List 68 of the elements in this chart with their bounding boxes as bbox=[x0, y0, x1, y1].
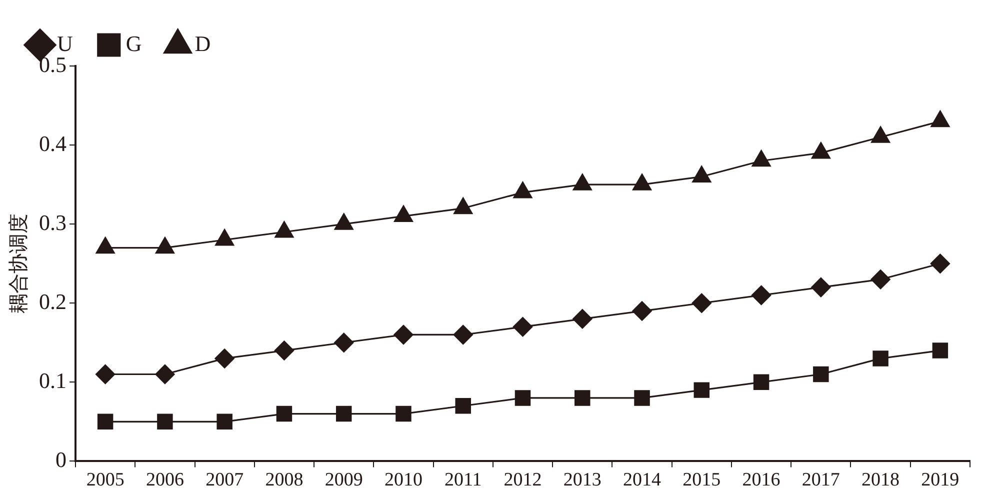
point bbox=[811, 142, 830, 159]
x-tick-label: 2018 bbox=[862, 470, 900, 491]
point bbox=[752, 150, 771, 167]
point bbox=[214, 348, 234, 368]
y-tick-label: 0.1 bbox=[39, 368, 66, 393]
point bbox=[394, 324, 414, 345]
x-tick-label: 2009 bbox=[324, 470, 363, 491]
x-tick-label: 2017 bbox=[802, 470, 840, 491]
x-tick-label: 2008 bbox=[265, 470, 304, 491]
point bbox=[572, 309, 592, 329]
x-tick-label: 2013 bbox=[563, 470, 602, 491]
point bbox=[512, 317, 533, 337]
point bbox=[694, 382, 710, 398]
point bbox=[274, 340, 294, 360]
y-axis-title: 耦合协调度 bbox=[6, 214, 30, 314]
x-tick-label: 2011 bbox=[444, 470, 482, 491]
y-tick-label: 0.2 bbox=[39, 288, 66, 314]
point bbox=[396, 406, 412, 422]
x-tick-label: 2006 bbox=[146, 470, 184, 491]
legend-label: D bbox=[194, 30, 211, 56]
x-tick-label: 2010 bbox=[384, 470, 422, 491]
point bbox=[394, 205, 413, 222]
point bbox=[276, 406, 292, 422]
point bbox=[513, 182, 532, 198]
point bbox=[514, 390, 531, 406]
point bbox=[692, 293, 712, 313]
point bbox=[930, 110, 950, 128]
point bbox=[632, 301, 652, 321]
point bbox=[336, 406, 352, 422]
y-tick-label: 0.3 bbox=[39, 210, 66, 235]
x-tick-label: 2014 bbox=[623, 470, 662, 491]
point bbox=[872, 350, 888, 366]
point bbox=[932, 342, 948, 358]
point bbox=[813, 366, 829, 382]
point bbox=[930, 254, 950, 274]
point bbox=[96, 364, 116, 384]
point bbox=[334, 213, 354, 230]
legend-label: G bbox=[126, 30, 142, 56]
point bbox=[96, 236, 115, 254]
x-tick-label: 2016 bbox=[742, 470, 780, 491]
point bbox=[157, 414, 173, 430]
point bbox=[455, 398, 471, 414]
point bbox=[753, 374, 770, 390]
point bbox=[274, 221, 294, 238]
point bbox=[215, 229, 234, 246]
point bbox=[334, 332, 354, 352]
point bbox=[155, 364, 175, 384]
y-tick-label: 0 bbox=[56, 446, 66, 472]
point bbox=[574, 390, 590, 406]
x-tick-label: 2019 bbox=[921, 470, 960, 491]
point bbox=[216, 414, 232, 430]
y-tick-label: 0.4 bbox=[39, 130, 66, 156]
x-tick-label: 2015 bbox=[682, 470, 721, 491]
point bbox=[155, 236, 174, 254]
point bbox=[572, 174, 592, 190]
point bbox=[751, 285, 772, 306]
point bbox=[632, 174, 652, 190]
point bbox=[634, 390, 650, 406]
x-tick-label: 2012 bbox=[504, 470, 542, 491]
point bbox=[453, 324, 473, 345]
point bbox=[871, 126, 890, 143]
x-tick-label: 2005 bbox=[86, 470, 124, 491]
point bbox=[97, 414, 114, 430]
point bbox=[870, 270, 890, 290]
point bbox=[692, 166, 712, 182]
point bbox=[454, 197, 473, 214]
x-tick-label: 2007 bbox=[206, 470, 244, 491]
point bbox=[811, 278, 831, 298]
